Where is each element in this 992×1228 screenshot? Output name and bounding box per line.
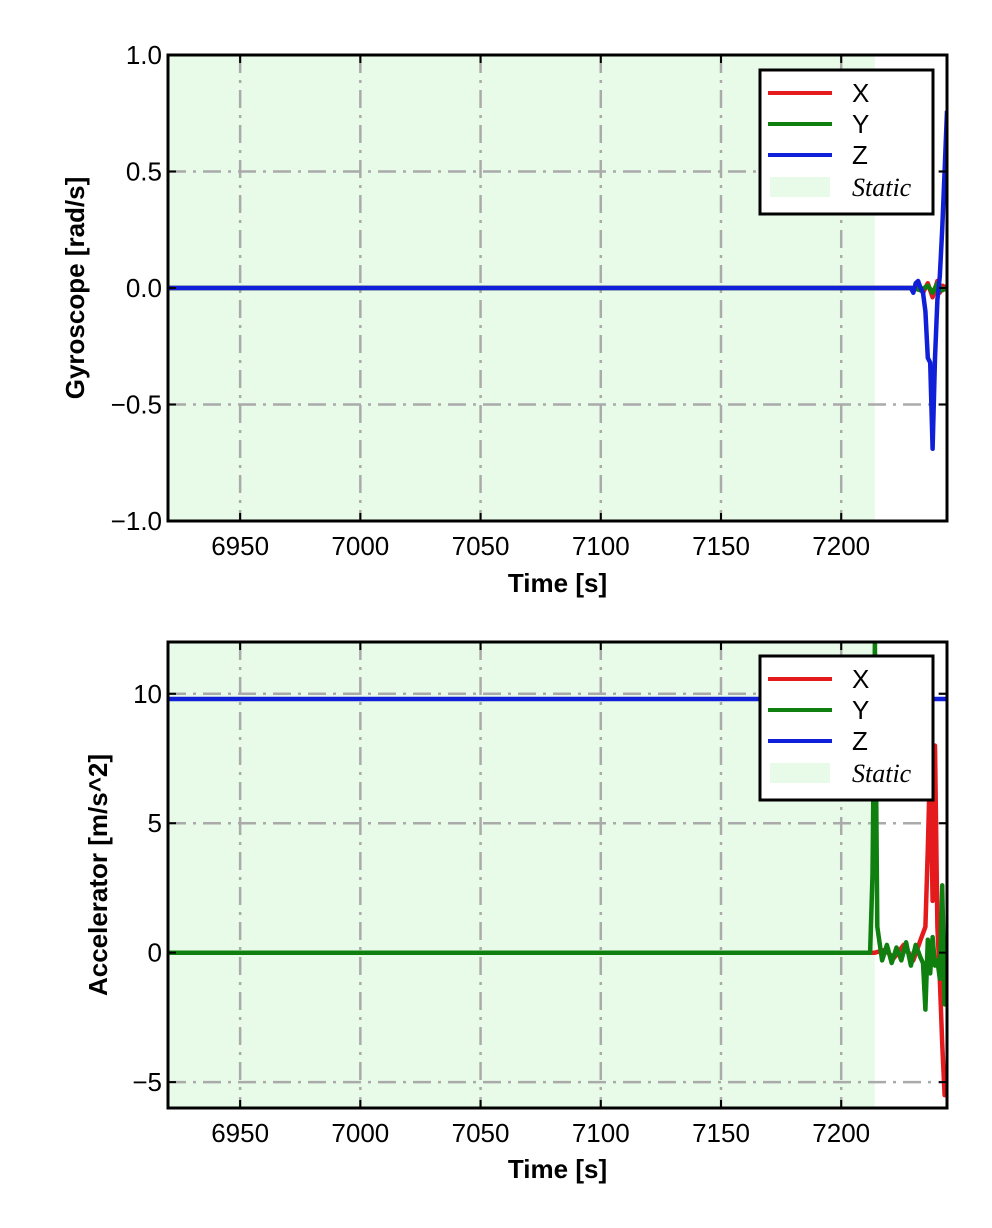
x-tick-label: 7200 — [812, 1118, 870, 1148]
x-tick-label: 7150 — [692, 531, 750, 561]
legend-label-y: Y — [852, 109, 869, 139]
static-region — [168, 642, 875, 1108]
legend-swatch-static — [770, 763, 830, 783]
series-line-y — [168, 642, 947, 1012]
x-tick-label: 7050 — [452, 1118, 510, 1148]
gyroscope-chart: 6950 7000 7050 7100 7150 7200 −1.0 −0.5 0.0 0.5 1.… — [60, 40, 949, 598]
y-tick-label: −5 — [132, 1067, 162, 1097]
legend-label-z: Z — [852, 726, 868, 756]
series-line-z — [168, 110, 947, 452]
legend-label-static: Static — [852, 759, 912, 788]
y-tick-label: −0.5 — [111, 390, 162, 420]
y-tick-label: 0 — [148, 938, 162, 968]
y-axis-label: Gyroscope [rad/s] — [60, 177, 90, 400]
x-tick-label: 7100 — [572, 1118, 630, 1148]
x-axis-label: Time [s] — [508, 1154, 607, 1184]
x-tick-label: 6950 — [211, 1118, 269, 1148]
legend-label-static: Static — [852, 173, 912, 202]
y-tick-label: 5 — [148, 808, 162, 838]
legend: X Y Z Static — [758, 68, 935, 216]
y-tick-label: −1.0 — [111, 506, 162, 536]
x-tick-label: 7050 — [452, 531, 510, 561]
x-tick-label: 7000 — [331, 1118, 389, 1148]
y-tick-label: 0.0 — [126, 273, 162, 303]
static-region-layer — [168, 642, 875, 1108]
y-tick-label: 0.5 — [126, 157, 162, 187]
y-tick-label: 1.0 — [126, 40, 162, 70]
x-tick-label: 6950 — [211, 531, 269, 561]
legend: X Y Z Static — [758, 654, 935, 802]
y-tick-label: 10 — [133, 679, 162, 709]
tick-layer: 6950 7000 7050 7100 7150 7200 −5 0 5 10 — [132, 642, 947, 1148]
x-tick-label: 7000 — [331, 531, 389, 561]
legend-label-x: X — [852, 664, 869, 694]
tick-layer: 6950 7000 7050 7100 7150 7200 −1.0 −0.5 0.0 0.5 1.… — [111, 40, 947, 561]
plot-frame — [166, 640, 949, 1110]
legend-label-y: Y — [852, 695, 869, 725]
y-axis-label: Accelerator [m/s^2] — [83, 754, 113, 996]
x-tick-label: 7150 — [692, 1118, 750, 1148]
x-tick-label: 7200 — [812, 531, 870, 561]
x-tick-label: 7100 — [572, 531, 630, 561]
legend-swatch-static — [770, 177, 830, 197]
legend-label-z: Z — [852, 140, 868, 170]
x-axis-label: Time [s] — [508, 568, 607, 598]
legend-label-x: X — [852, 78, 869, 108]
